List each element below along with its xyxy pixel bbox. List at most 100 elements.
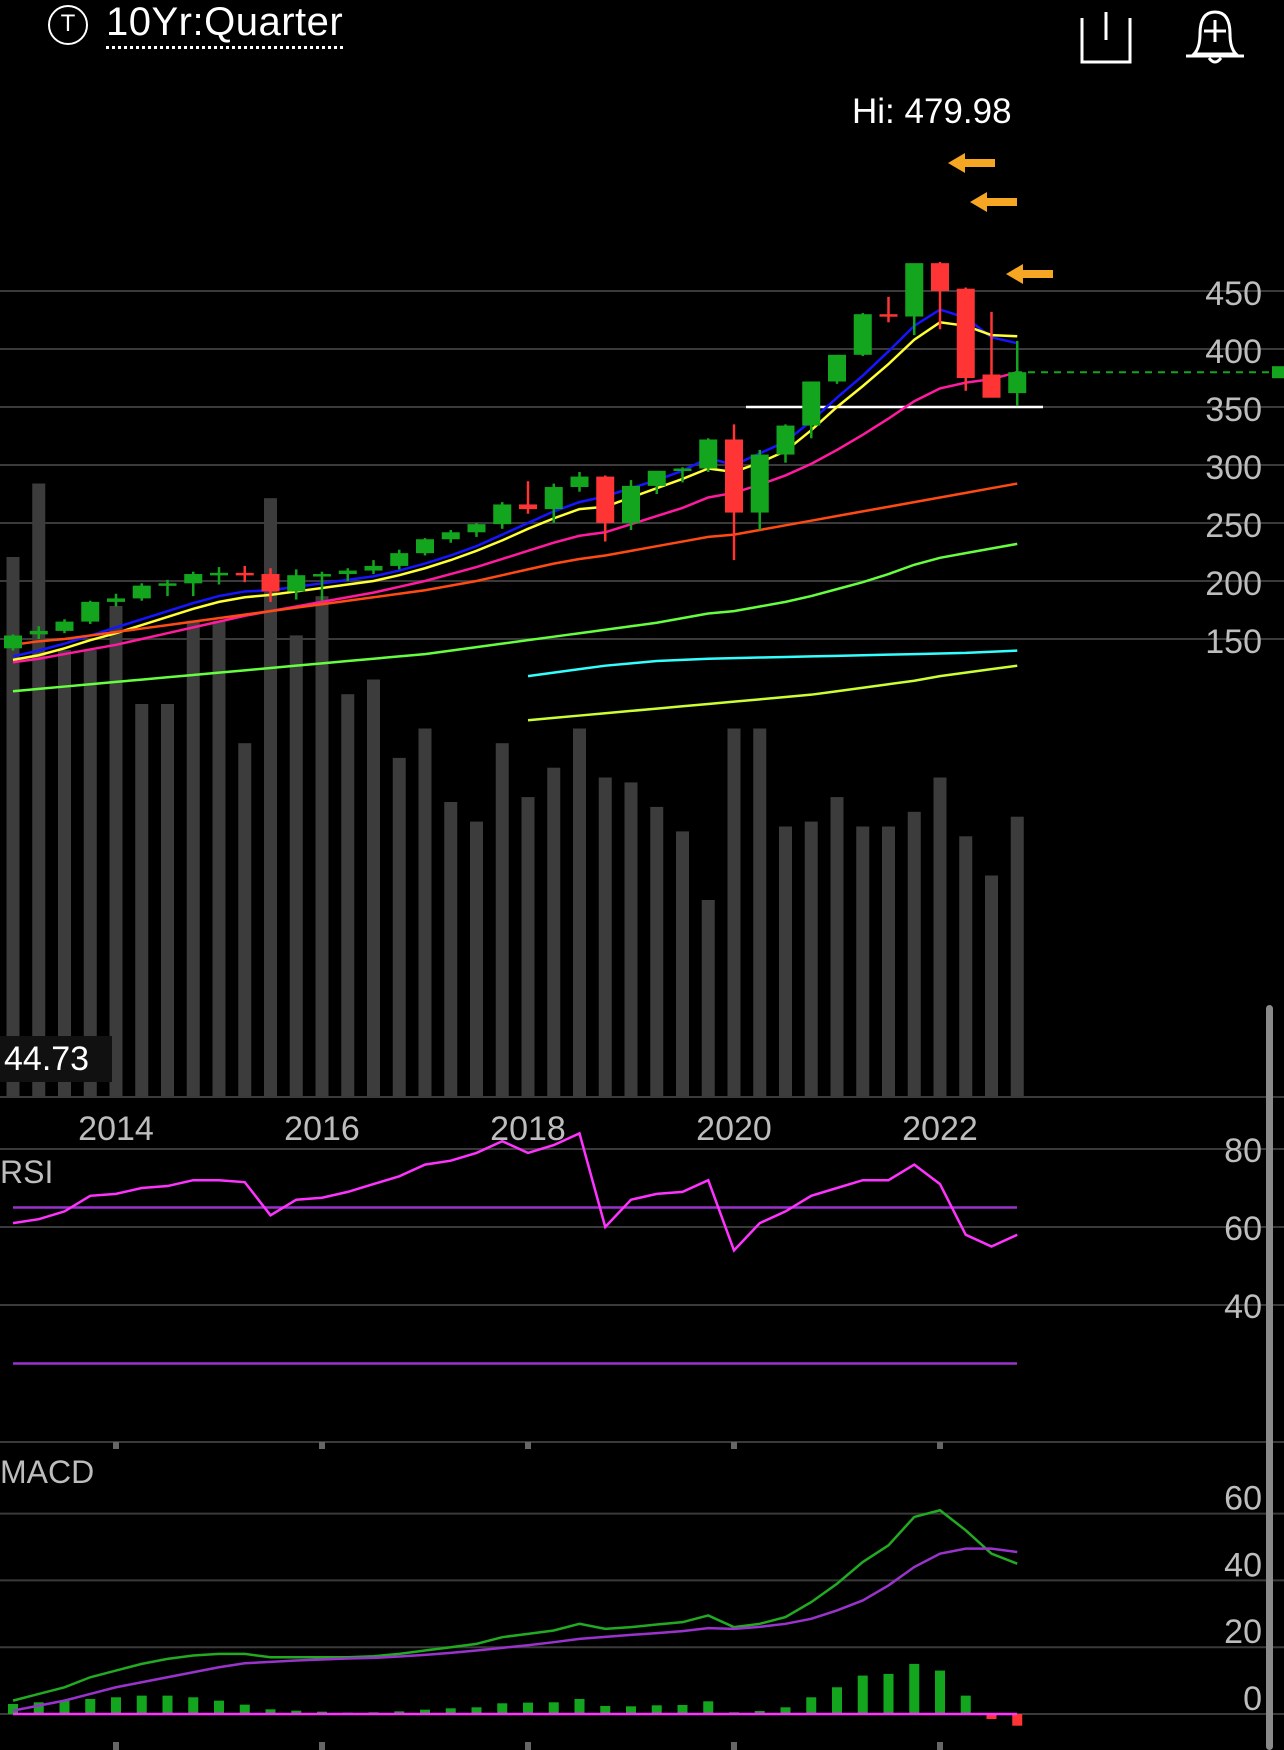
rsi-axis-tick [525,1442,531,1449]
x-tick-label: 2020 [696,1110,772,1148]
macd-histogram-bar [445,1708,456,1714]
candle-body [493,504,512,525]
volume-bar [470,821,483,1096]
macd-histogram-bar [136,1695,147,1714]
rsi-axis-tick [319,1442,325,1449]
candle-body [210,572,228,576]
price-tick-label: 400 [1205,333,1262,371]
macd-histogram-bar [85,1698,96,1714]
volume-bar [289,635,303,1096]
candle-body [4,635,22,649]
macd-histogram-bar [111,1697,121,1714]
candle-body [596,476,615,523]
candle-body [235,572,254,576]
macd-tick-label: 40 [1224,1546,1262,1584]
volume-bar [161,704,174,1096]
macd-histogram-bar [1012,1714,1023,1726]
volume-bar [547,767,561,1096]
candle-body [673,468,692,471]
macd-histogram-bar [188,1697,199,1714]
macd-histogram-bar [497,1703,508,1714]
macd-histogram-bar [162,1695,173,1714]
rsi-tick-label: 80 [1224,1132,1262,1170]
volume-bar [598,777,612,1096]
moving-average-line [12,482,1018,647]
macd-histogram-bar [291,1710,302,1714]
scrollbar[interactable] [1266,1005,1273,1750]
candle-body [956,288,975,378]
rsi-axis-tick [731,1442,737,1449]
candle-body [570,476,589,488]
volume-bar [624,782,638,1096]
macd-histogram-bar [265,1709,276,1714]
volume-bar [83,650,97,1096]
macd-axis-tick [937,1742,943,1750]
candle-body [879,314,898,317]
chart-title[interactable]: 10Yr:Quarter [106,0,344,49]
bell-plus-icon[interactable] [1180,4,1250,68]
macd-histogram-bar [832,1687,842,1714]
volume-bar [418,728,432,1096]
candle-body [750,454,769,513]
price-tick-label: 150 [1205,623,1262,661]
macd-histogram-bar [33,1702,44,1714]
price-tick-label: 350 [1205,391,1262,429]
volume-bar [238,743,252,1096]
candle-body [55,621,74,631]
volume-bar [779,826,792,1096]
macd-axis-tick [731,1742,737,1750]
candle-body [313,574,331,577]
macd-axis-tick [113,1742,119,1750]
macd-histogram-bar [651,1705,662,1714]
rsi-tick-label: 40 [1224,1288,1262,1326]
candle-body [416,539,434,554]
macd-histogram-bar [883,1673,894,1714]
candle-body [390,553,409,566]
candle-body [158,583,177,586]
volume-bar [985,875,998,1096]
candle-body [802,381,821,426]
volume-bar [804,821,818,1096]
x-tick-label: 2014 [78,1110,154,1148]
ticker-logo-icon: T [48,5,88,45]
volume-bar [392,757,406,1096]
volume-bar [212,620,226,1096]
share-icon[interactable] [1080,8,1132,64]
last-price-marker [1272,366,1284,379]
moving-average-line [12,370,1018,664]
volume-bar [727,728,741,1096]
volume-bar [444,802,458,1096]
candle-body [725,439,743,513]
price-tick-label: 450 [1205,275,1262,313]
price-tick-label: 200 [1205,565,1262,603]
macd-histogram-bar [471,1707,482,1714]
macd-tick-label: 0 [1243,1680,1262,1718]
candle-body [828,354,846,382]
arrow-icon [1006,264,1053,284]
macd-histogram-bar [214,1700,224,1714]
macd-histogram-bar [935,1670,945,1714]
macd-histogram-bar [677,1704,688,1714]
macd-histogram-bar [986,1714,997,1720]
candle-body [364,565,383,571]
macd-histogram-bar [394,1711,405,1714]
macd-tick-label: 60 [1224,1480,1262,1518]
candle-body [776,425,795,455]
volume-bar [186,620,200,1096]
macd-line [12,1508,1018,1702]
candle-body [519,504,537,510]
moving-average-line [527,664,1018,722]
volume-bar [1010,816,1024,1096]
candle-body [931,263,949,291]
high-price-label: Hi: 479.98 [852,92,1012,131]
macd-histogram-bar [8,1703,18,1714]
candle-body [982,374,1001,398]
volume-bar [32,483,46,1096]
candle-body [81,601,100,622]
rsi-panel-label: RSI [0,1154,54,1190]
rsi-tick-label: 60 [1224,1210,1262,1248]
volume-bar [676,831,689,1096]
volume-bar [882,826,895,1096]
macd-histogram-bar [754,1710,765,1714]
x-tick-label: 2016 [284,1110,360,1148]
